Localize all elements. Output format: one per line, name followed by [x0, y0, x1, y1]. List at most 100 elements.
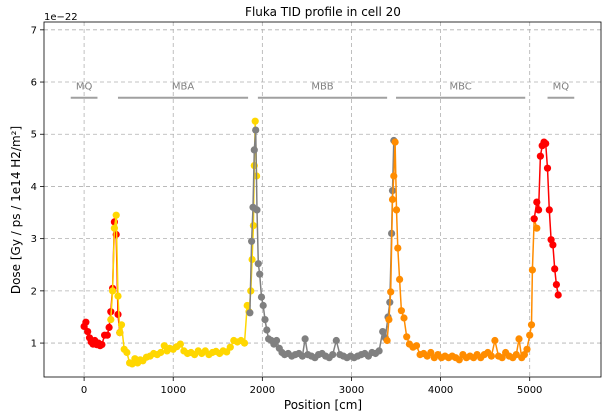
- data-point: [226, 343, 234, 351]
- data-point: [332, 336, 340, 345]
- y-tick-label: 4: [31, 182, 37, 193]
- y-offset-text: 1e−22: [44, 12, 78, 23]
- data-point: [301, 335, 309, 343]
- data-point: [254, 260, 262, 268]
- data-point: [523, 345, 531, 353]
- y-tick-label: 7: [31, 25, 37, 36]
- region-label: MBB: [311, 82, 333, 93]
- data-point: [535, 206, 543, 214]
- data-point: [114, 310, 122, 318]
- data-point: [82, 318, 90, 326]
- data-point: [257, 293, 266, 301]
- data-point: [536, 152, 545, 160]
- data-point: [388, 195, 397, 204]
- y-tick-label: 3: [31, 234, 37, 245]
- data-point: [261, 316, 269, 324]
- y-axis-ticks: 1 2 3 4 5 6 7: [31, 25, 44, 350]
- data-point: [375, 347, 383, 355]
- data-point: [542, 140, 550, 148]
- data-point: [396, 275, 404, 283]
- data-point: [391, 138, 399, 146]
- data-point: [515, 335, 523, 343]
- data-point: [455, 356, 463, 364]
- data-point: [259, 301, 267, 310]
- x-tick-label: 0: [81, 385, 87, 396]
- data-point: [250, 146, 258, 154]
- data-point: [526, 331, 534, 339]
- x-tick-label: 2000: [250, 385, 275, 396]
- data-point: [527, 321, 536, 329]
- data-point: [240, 339, 249, 347]
- y-tick-label: 1: [31, 339, 37, 350]
- data-point: [554, 291, 562, 299]
- data-point: [392, 206, 401, 214]
- data-point: [487, 352, 495, 360]
- data-point: [107, 316, 115, 324]
- x-tick-label: 5000: [517, 385, 542, 396]
- region-markers: MQ MBA MBB MBC MQ: [70, 82, 575, 99]
- data-point: [123, 348, 131, 357]
- data-point: [103, 331, 111, 339]
- data-point: [533, 198, 541, 206]
- data-point: [545, 206, 553, 214]
- x-axis-ticks: 0 1000 2000 3000 4000 5000: [81, 377, 542, 396]
- data-point: [385, 316, 393, 324]
- data-point: [246, 309, 254, 317]
- x-tick-label: 1000: [160, 385, 185, 396]
- region-label: MBA: [172, 82, 194, 93]
- region-label: MBC: [449, 82, 471, 93]
- x-tick-label: 3000: [339, 385, 364, 396]
- chart-title: Fluka TID profile in cell 20: [245, 5, 401, 19]
- data-point: [543, 164, 552, 172]
- data-point: [248, 255, 256, 264]
- data-point: [253, 206, 261, 214]
- data-point: [533, 224, 541, 232]
- plot-frame: [43, 21, 602, 378]
- data-point: [329, 351, 337, 359]
- data-series: [80, 117, 562, 368]
- data-point: [251, 117, 259, 125]
- data-point: [114, 292, 122, 300]
- data-point: [98, 341, 106, 349]
- data-point: [157, 348, 165, 357]
- region-label: MQ: [553, 82, 570, 93]
- data-point: [243, 301, 251, 310]
- data-point: [112, 211, 120, 219]
- data-point: [256, 270, 264, 278]
- series-group: [383, 138, 541, 364]
- data-point: [105, 323, 113, 331]
- data-point: [116, 329, 124, 337]
- y-axis-label: Dose [Gy / ps / 1e14 H2/m²]: [9, 126, 23, 294]
- data-point: [248, 237, 256, 245]
- data-point: [110, 224, 118, 232]
- x-tick-label: 4000: [428, 385, 453, 396]
- data-point: [400, 314, 408, 322]
- data-point: [394, 244, 402, 252]
- data-point: [273, 336, 281, 345]
- data-point: [109, 287, 117, 295]
- data-point: [263, 326, 271, 334]
- data-point: [530, 215, 538, 223]
- data-point: [528, 266, 537, 274]
- data-point: [403, 333, 411, 341]
- data-point: [84, 328, 92, 336]
- data-point: [298, 352, 306, 360]
- data-point: [552, 281, 561, 289]
- data-point: [412, 342, 421, 350]
- data-point: [117, 321, 126, 329]
- data-point: [551, 265, 559, 273]
- gridlines: [44, 22, 601, 377]
- data-point: [512, 351, 520, 359]
- data-point: [383, 336, 391, 345]
- data-point: [379, 328, 387, 336]
- data-point: [176, 340, 184, 348]
- data-point: [387, 288, 395, 296]
- data-point: [397, 307, 405, 315]
- data-point: [491, 336, 499, 345]
- data-point: [249, 222, 257, 230]
- data-point: [252, 126, 260, 134]
- y-tick-label: 6: [31, 78, 37, 89]
- x-axis-label: Position [cm]: [284, 398, 362, 412]
- data-point: [498, 354, 506, 362]
